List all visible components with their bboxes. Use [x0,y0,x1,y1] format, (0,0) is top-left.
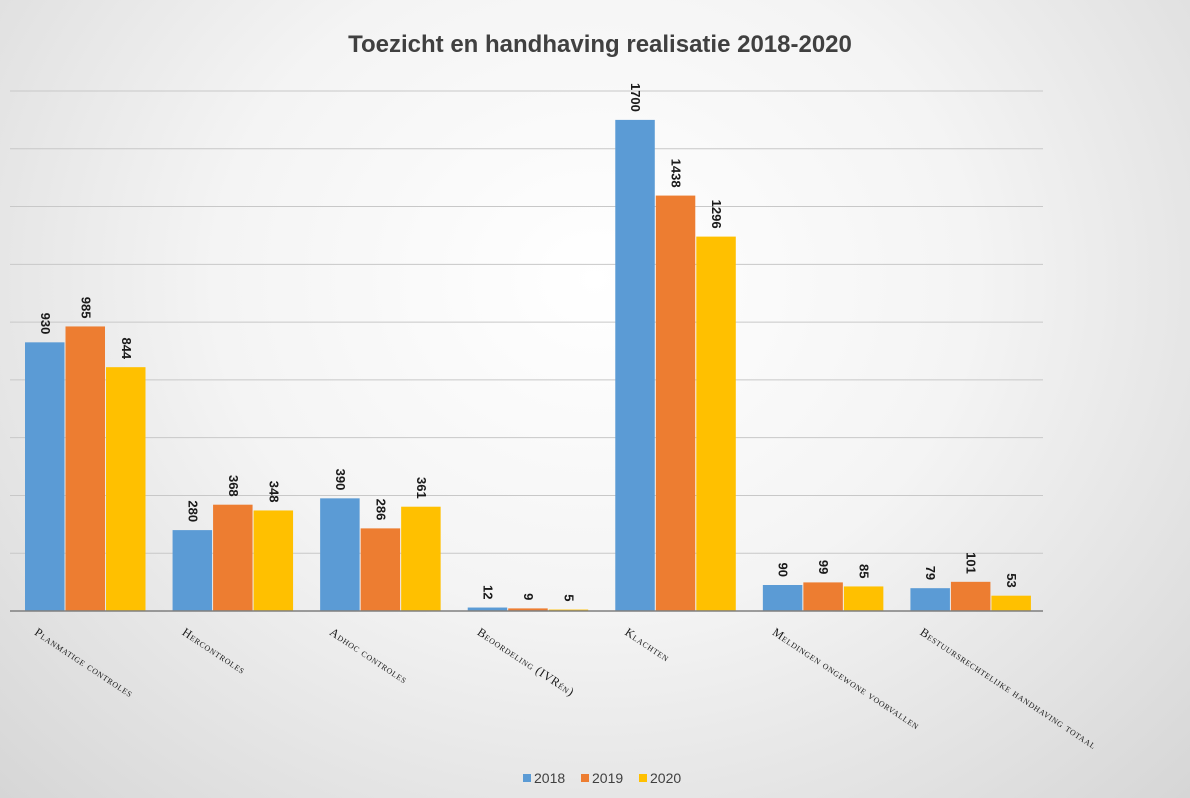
bar-4-2018 [467,607,508,611]
legend: 2018 2019 2020 [523,770,681,786]
bar-6-2019 [803,582,843,611]
bar-3-2019 [360,528,401,611]
bar-6-2018 [762,585,803,611]
category-label-2: Hercontroles [180,625,249,677]
bar-7-2018 [910,588,950,611]
legend-label-2018: 2018 [534,770,565,786]
data-label-3-2020: 361 [414,477,429,499]
data-label-7-2019: 101 [964,552,979,574]
category-label-4: Beoordeling (IVRén) [475,625,577,699]
bar-2-2020 [253,510,294,611]
chart-title: Toezicht en handhaving realisatie 2018-2… [348,31,852,58]
bar-2-2019 [213,504,253,611]
legend-label-2019: 2019 [592,770,623,786]
bar-3-2020 [401,506,441,611]
data-label-2-2018: 280 [185,500,200,522]
data-label-4-2018: 12 [480,585,495,599]
bar-3-2018 [320,498,360,611]
data-label-3-2019: 286 [373,499,388,521]
category-label-1: Planmatige controles [32,625,136,700]
bar-1-2019 [65,326,105,611]
bar-7-2020 [991,595,1031,611]
data-label-3-2018: 390 [333,469,348,491]
data-label-4-2019: 9 [521,593,536,600]
legend-swatch-2020 [639,774,647,782]
category-label-5: Klachten [622,625,672,665]
category-labels: Planmatige controles Hercontroles Adhoc co… [32,625,1099,752]
gridlines [10,90,1043,554]
bar-5-2019 [655,195,696,612]
data-label-6-2019: 99 [816,560,831,574]
bar-1-2020 [106,367,146,611]
data-label-1-2019: 985 [78,297,93,319]
data-label-5-2020: 1296 [709,200,724,229]
category-label-6: Meldingen ongewone voorvallen [770,625,923,733]
bars [25,119,1031,612]
category-label-3: Adhoc controles [327,625,410,687]
data-label-5-2019: 1438 [669,159,684,188]
bar-2-2018 [172,530,213,611]
legend-swatch-2019 [581,774,589,782]
data-label-4-2020: 5 [561,594,576,601]
data-labels: 930 985 844 280 368 348 390 286 361 12 9 5 1700 1438 1… [38,83,1019,602]
category-label-7: Bestuursrechtelijke handhaving totaal [918,625,1100,752]
data-label-7-2020: 53 [1004,573,1019,587]
bar-5-2020 [696,236,736,611]
data-label-5-2018: 1700 [628,83,643,112]
legend-label-2020: 2020 [650,770,681,786]
bar-1-2018 [25,342,65,611]
data-label-1-2020: 844 [119,337,134,359]
data-label-6-2020: 85 [857,564,872,578]
data-label-2-2019: 368 [226,475,241,497]
legend-swatch-2018 [523,774,531,782]
bar-5-2018 [615,119,655,611]
data-label-7-2018: 79 [923,566,938,580]
data-label-2-2020: 348 [266,481,281,503]
data-label-6-2018: 90 [776,563,791,577]
bar-7-2019 [950,581,991,611]
data-label-1-2018: 930 [38,313,53,335]
bar-4-2019 [508,608,548,611]
bar-6-2020 [843,586,884,611]
